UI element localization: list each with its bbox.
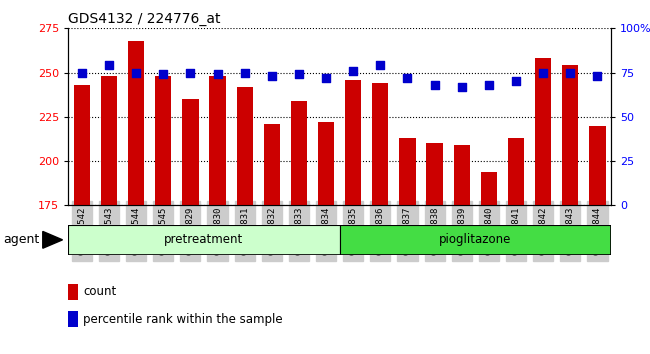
Bar — [68, 225, 339, 255]
Bar — [590, 126, 606, 205]
Bar — [182, 99, 198, 205]
Bar — [372, 83, 389, 205]
Bar — [68, 311, 78, 327]
Bar — [339, 225, 611, 255]
Point — [185, 70, 196, 75]
Point — [213, 72, 223, 77]
Point — [294, 72, 304, 77]
Bar — [399, 138, 415, 205]
Bar — [481, 172, 497, 205]
Polygon shape — [43, 232, 62, 248]
Point — [484, 82, 494, 88]
Bar — [535, 58, 551, 205]
Point — [158, 72, 168, 77]
Bar — [562, 65, 578, 205]
Bar — [237, 87, 253, 205]
Point — [538, 70, 549, 75]
Bar — [426, 143, 443, 205]
Bar — [128, 41, 144, 205]
Text: agent: agent — [3, 233, 40, 246]
Bar — [101, 76, 117, 205]
Point — [456, 84, 467, 90]
Point — [266, 73, 277, 79]
Point — [348, 68, 358, 74]
Point — [375, 63, 385, 68]
Point — [104, 63, 114, 68]
Point — [511, 79, 521, 84]
Bar — [454, 145, 470, 205]
Point — [592, 73, 603, 79]
Bar — [68, 284, 78, 300]
Point — [77, 70, 87, 75]
Bar — [264, 124, 280, 205]
Bar — [318, 122, 334, 205]
Text: percentile rank within the sample: percentile rank within the sample — [83, 313, 283, 326]
Text: GDS4132 / 224776_at: GDS4132 / 224776_at — [68, 12, 221, 26]
Bar — [345, 80, 361, 205]
Bar — [508, 138, 524, 205]
Bar — [73, 85, 90, 205]
Point — [321, 75, 332, 81]
Text: pioglitazone: pioglitazone — [439, 233, 512, 246]
Text: pretreatment: pretreatment — [164, 233, 244, 246]
Point — [402, 75, 413, 81]
Bar — [291, 101, 307, 205]
Point — [430, 82, 440, 88]
Bar — [155, 76, 172, 205]
Point — [131, 70, 141, 75]
Text: count: count — [83, 285, 116, 298]
Bar — [209, 76, 226, 205]
Point — [565, 70, 575, 75]
Point — [239, 70, 250, 75]
